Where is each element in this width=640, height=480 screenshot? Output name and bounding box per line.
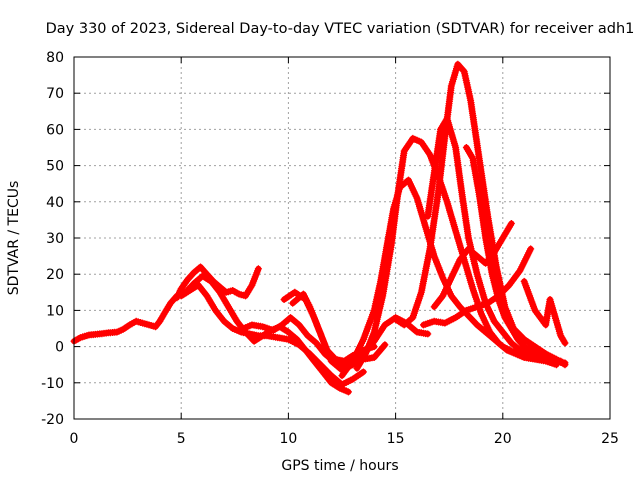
series-afternoon-c [392,60,569,369]
y-tick-label: 10 [46,303,64,319]
y-tick-label: 80 [46,50,64,66]
chart-title: Day 330 of 2023, Sidereal Day-to-day VTE… [46,21,635,37]
series-morning-c [182,272,352,396]
y-tick-label: 20 [46,267,64,283]
data-points [70,60,569,396]
x-tick-label: 15 [387,431,405,447]
y-tick-label: 40 [46,195,64,211]
series-morning-b [177,281,367,389]
x-axis-label: GPS time / hours [281,458,398,474]
series-markers [420,245,535,329]
y-tick-label: -10 [41,376,64,392]
series-markers [182,272,352,396]
series-markers [520,277,569,347]
x-tick-label: 20 [494,431,512,447]
x-tick-label: 0 [70,431,79,447]
series-markers [424,115,565,365]
series-trace [420,245,534,328]
y-tick-label: 30 [46,231,64,247]
series-late-evening [520,277,569,347]
y-tick-label: -20 [41,412,64,428]
series-markers [430,220,515,311]
axis-ticks: 0 5 10 15 20 25 -20 -10 0 10 20 30 40 50 60 70 80 [41,50,619,447]
y-tick-label: 50 [46,159,64,175]
series-markers [70,288,185,345]
x-tick-label: 10 [279,431,297,447]
series-markers [289,290,378,365]
series-trace [71,289,185,345]
y-tick-label: 70 [46,86,64,102]
y-axis-label: SDTVAR / TECUs [6,181,22,296]
y-tick-label: 0 [55,340,64,356]
series-evening-b [420,245,535,329]
series-evening-c [430,220,515,311]
x-tick-label: 5 [177,431,186,447]
series-pre-dawn [70,288,185,345]
x-tick-label: 25 [601,431,619,447]
y-tick-label: 60 [46,122,64,138]
